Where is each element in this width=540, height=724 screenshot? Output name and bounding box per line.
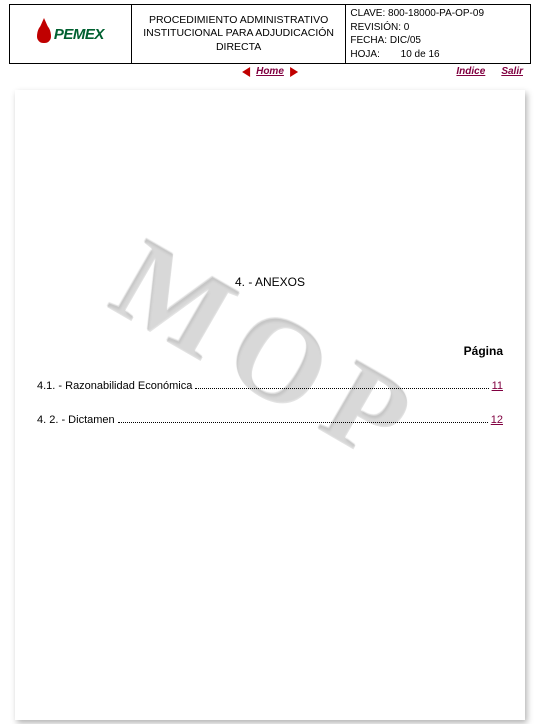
hoja-value: 10 de 16 — [401, 48, 440, 62]
pemex-logo: PEMEX — [14, 25, 127, 43]
fecha-label: FECHA: — [350, 35, 387, 46]
arrow-left-icon[interactable] — [242, 67, 250, 77]
logo-brand-text: PEMEX — [54, 26, 104, 43]
indice-link[interactable]: Indice — [456, 66, 485, 77]
doc-info-cell: CLAVE: 800-18000-PA-OP-09 REVISIÓN: 0 FE… — [346, 5, 531, 64]
page-content: MOP 4. - ANEXOS Página 4.1. - Razonabili… — [15, 90, 525, 720]
header-table: PEMEX PROCEDIMIENTO ADMINISTRATIVO INSTI… — [9, 4, 531, 64]
home-link[interactable]: Home — [256, 66, 284, 77]
nav-bar: Home Indice Salir — [9, 66, 531, 84]
section-title: 4. - ANEXOS — [37, 275, 503, 289]
fecha-value: DIC/05 — [390, 35, 421, 46]
toc-leader-dots — [118, 415, 488, 423]
toc-item-label: 4. 2. - Dictamen — [37, 414, 115, 426]
toc-page-link[interactable]: 11 — [492, 380, 503, 392]
hoja-label: HOJA: — [350, 49, 379, 60]
clave-label: CLAVE: — [350, 8, 385, 19]
toc-row: 4.1. - Razonabilidad Económica 11 — [37, 380, 503, 392]
pagina-header: Página — [37, 344, 503, 358]
arrow-right-icon[interactable] — [290, 67, 298, 77]
nav-home-group: Home — [242, 66, 298, 77]
revision-label: REVISIÓN: — [350, 22, 401, 33]
toc-leader-dots — [195, 381, 488, 389]
revision-value: 0 — [404, 22, 410, 33]
flame-icon — [37, 25, 51, 43]
logo-cell: PEMEX — [10, 5, 132, 64]
toc-item-label: 4.1. - Razonabilidad Económica — [37, 380, 192, 392]
toc-row: 4. 2. - Dictamen 12 — [37, 414, 503, 426]
salir-link[interactable]: Salir — [501, 66, 523, 77]
procedure-title: PROCEDIMIENTO ADMINISTRATIVO INSTITUCION… — [131, 5, 346, 64]
nav-right-group: Indice Salir — [456, 66, 523, 77]
toc-page-link[interactable]: 12 — [491, 414, 503, 426]
clave-value: 800-18000-PA-OP-09 — [388, 8, 484, 19]
